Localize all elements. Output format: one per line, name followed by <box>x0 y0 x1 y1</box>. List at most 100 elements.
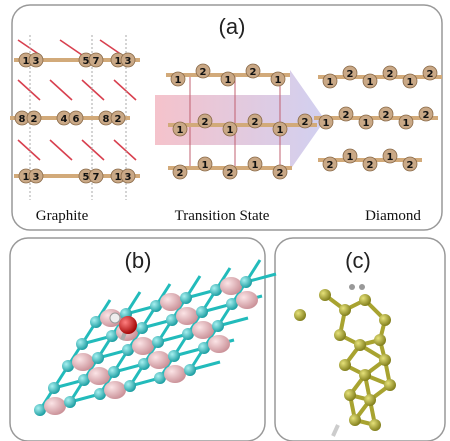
atom-label: 1 <box>177 125 184 136</box>
atom-label: 1 <box>225 75 232 86</box>
atom-label: 2 <box>423 110 430 121</box>
interlayer-bonds <box>189 75 281 168</box>
atom <box>62 360 74 372</box>
atom-label: 3 <box>125 56 132 67</box>
atom-label: 1 <box>275 75 282 86</box>
atom <box>170 71 186 87</box>
atom-label: 2 <box>407 160 414 171</box>
atom <box>94 388 106 400</box>
atom <box>160 293 182 311</box>
atom <box>422 65 438 81</box>
atom <box>240 276 252 288</box>
atom <box>88 168 104 184</box>
atom <box>272 164 288 180</box>
atom <box>236 291 258 309</box>
atom-label: 2 <box>177 168 184 179</box>
atom-label: 2 <box>250 67 257 78</box>
atom-label: 2 <box>327 160 334 171</box>
panel-label: (b) <box>125 248 152 273</box>
atom-label: 1 <box>277 125 284 136</box>
displacement-arrows <box>17 39 137 161</box>
atom <box>362 73 378 89</box>
atom <box>245 63 261 79</box>
atom-label: 4 <box>61 114 68 125</box>
atom-label: 1 <box>23 56 30 67</box>
atom-label: 3 <box>33 56 40 67</box>
atom-label: 2 <box>387 69 394 80</box>
atom <box>176 307 198 325</box>
atom-label: 1 <box>407 77 414 88</box>
atom-label: 2 <box>31 114 38 125</box>
atom-label: 2 <box>227 168 234 179</box>
atom <box>270 71 286 87</box>
atom <box>398 114 414 130</box>
atom <box>364 394 376 406</box>
atom <box>109 312 121 324</box>
atom <box>26 110 42 126</box>
atom <box>92 352 104 364</box>
atom-label: 2 <box>427 69 434 80</box>
caption: Transition State <box>175 208 270 224</box>
atom-label: 2 <box>277 168 284 179</box>
caption: Graphite <box>36 208 89 224</box>
atom <box>192 321 214 339</box>
atom-label: 1 <box>202 160 209 171</box>
atom <box>382 65 398 81</box>
transition-arrow <box>155 70 325 170</box>
atom-label: 2 <box>383 110 390 121</box>
atom-label: 5 <box>83 172 90 183</box>
atom-label: 2 <box>252 117 259 128</box>
atom <box>210 284 222 296</box>
atom-label: 1 <box>252 160 259 171</box>
atom-rows: 1 3 5 7 1 38 2 4 6 8 21 3 5 7 1 31212112121221212121212… <box>10 52 442 184</box>
atom-label: 2 <box>347 69 354 80</box>
atom <box>322 156 338 172</box>
atom-label: 1 <box>327 77 334 88</box>
atom-label: 1 <box>347 152 354 163</box>
atom-label: 2 <box>115 114 122 125</box>
atom <box>226 298 238 310</box>
atom-label: 3 <box>33 172 40 183</box>
atom <box>384 379 396 391</box>
atom <box>220 277 242 295</box>
atom <box>78 374 90 386</box>
atom <box>339 304 351 316</box>
atom <box>106 330 118 342</box>
atom <box>354 339 366 351</box>
atom <box>379 314 391 326</box>
atom <box>197 156 213 172</box>
atom <box>318 114 334 130</box>
atom-label: 3 <box>125 172 132 183</box>
atom-label: 2 <box>202 117 209 128</box>
atom <box>136 322 148 334</box>
atom <box>150 300 162 312</box>
atom <box>166 314 178 326</box>
atom-label: 2 <box>367 160 374 171</box>
atom <box>359 294 371 306</box>
atom <box>34 404 46 416</box>
atom-label: 2 <box>200 67 207 78</box>
atom <box>88 367 110 385</box>
atom <box>138 358 150 370</box>
atom-label: 1 <box>387 152 394 163</box>
atom <box>338 106 354 122</box>
atom <box>359 284 365 290</box>
atom <box>108 366 120 378</box>
atom-label: 2 <box>302 117 309 128</box>
atom <box>334 329 346 341</box>
atom <box>222 164 238 180</box>
atom-label: 8 <box>103 114 110 125</box>
atom-label: 1 <box>115 172 122 183</box>
panel-b-frame <box>9 237 266 441</box>
atom <box>28 168 44 184</box>
atom <box>369 419 381 431</box>
atom <box>379 354 391 366</box>
atom <box>294 309 306 321</box>
atom <box>247 113 263 129</box>
atom <box>197 113 213 129</box>
atom <box>344 389 356 401</box>
atom <box>359 369 371 381</box>
atom <box>180 292 192 304</box>
atom <box>342 65 358 81</box>
